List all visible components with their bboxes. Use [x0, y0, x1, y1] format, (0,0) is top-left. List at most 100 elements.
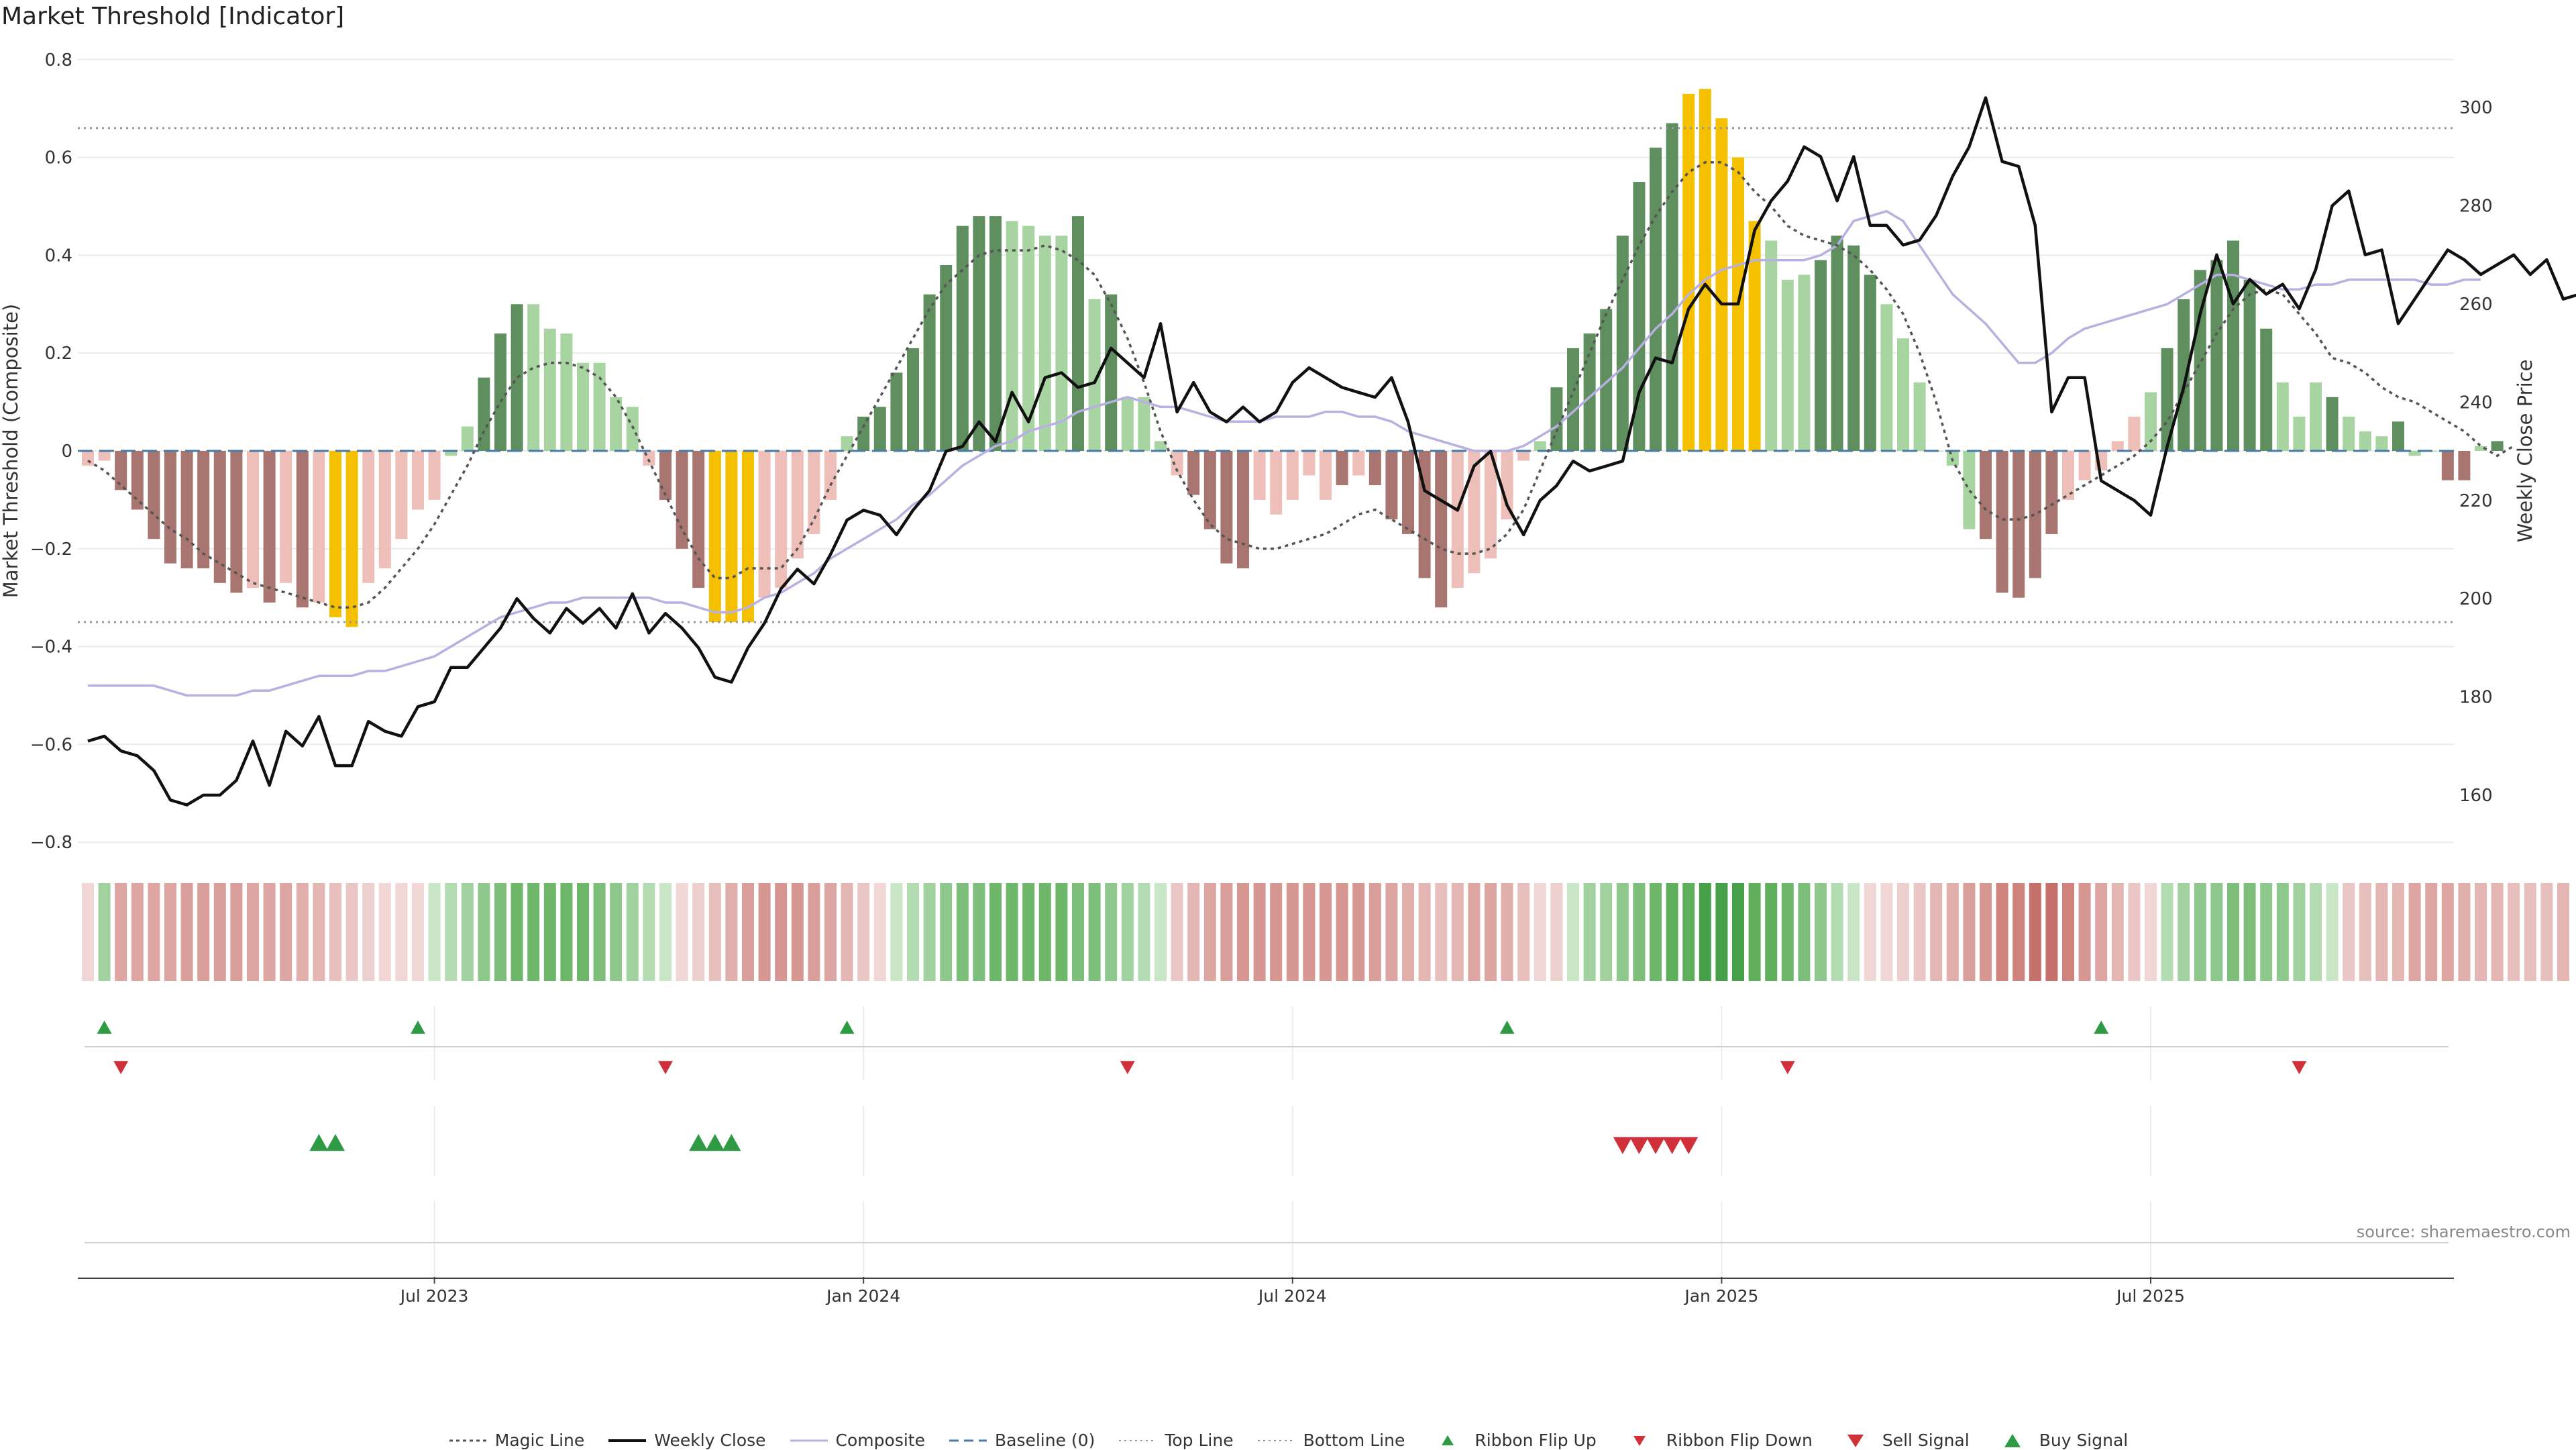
sell-signal-marker [1662, 1137, 1682, 1154]
ribbon-cell [2441, 883, 2454, 981]
ribbon-cell [2012, 883, 2025, 981]
ribbon-cell [626, 883, 639, 981]
ribbon-cell [395, 883, 408, 981]
ribbon-cell [527, 883, 540, 981]
composite-bar [1847, 245, 1860, 451]
composite-bar [791, 451, 804, 559]
sell-signal-marker [1613, 1137, 1632, 1154]
ribbon-cell [1616, 883, 1629, 981]
composite-bar [1550, 387, 1563, 451]
ribbon-cell [1385, 883, 1398, 981]
composite-bar [1171, 451, 1183, 476]
ribbon-cell [378, 883, 391, 981]
composite-bar [2293, 416, 2306, 451]
legend-label: Magic Line [494, 1431, 585, 1450]
ribbon-cell [1105, 883, 1118, 981]
y-left-tick-label: −0.4 [30, 637, 72, 658]
ribbon-cell [329, 883, 341, 981]
ribbon-cell [1022, 883, 1035, 981]
composite-bar [478, 377, 490, 451]
y-right-tick-label: 180 [2459, 688, 2493, 708]
ribbon-cell [1038, 883, 1051, 981]
ribbon-cell [1781, 883, 1794, 981]
composite-bar [1864, 274, 1876, 451]
ribbon-cell [2227, 883, 2239, 981]
ribbon-cell [1155, 883, 1167, 981]
ribbon-cell [461, 883, 474, 981]
legend-swatch-icon [1442, 1435, 1454, 1445]
signal-panels [85, 1021, 2449, 1243]
legend-item: Magic Line [448, 1431, 585, 1450]
ribbon-cell [230, 883, 243, 981]
ribbon-cell [1402, 883, 1414, 981]
weekly-close-line [87, 96, 2576, 807]
composite-bar [2260, 328, 2273, 451]
composite-bar [1352, 451, 1365, 476]
composite-bar [1105, 294, 1118, 451]
ribbon-cell [2078, 883, 2091, 981]
ribbon-cell [2145, 883, 2157, 981]
ribbon-cell [1913, 883, 1926, 981]
ribbon-cell [940, 883, 953, 981]
composite-bar [956, 225, 969, 451]
composite-bar [82, 451, 94, 466]
ribbon-cell [1336, 883, 1348, 981]
composite-bar [560, 333, 573, 451]
composite-bar [1781, 279, 1794, 451]
legend-swatch-icon [949, 1439, 987, 1441]
composite-bar [1022, 225, 1035, 451]
composite-bar [758, 451, 771, 598]
composite-bar [1600, 309, 1613, 451]
ribbon-strip [82, 883, 2569, 981]
composite-bar [841, 436, 853, 451]
composite-bar [1880, 304, 1893, 451]
legend-swatch-icon [1847, 1434, 1864, 1447]
ribbon-cell [2293, 883, 2306, 981]
composite-bar [1517, 451, 1530, 461]
composite-bar [2458, 451, 2471, 480]
y-right-tick-label: 200 [2459, 589, 2493, 609]
y-right-tick-label: 280 [2459, 197, 2493, 217]
ribbon-cell [1451, 883, 1464, 981]
ribbon-flip-down-marker [1120, 1061, 1135, 1074]
ribbon-cell [213, 883, 226, 981]
composite-bar [2243, 279, 2256, 451]
ribbon-cell [2524, 883, 2536, 981]
legend-label: Top Line [1165, 1431, 1234, 1450]
composite-bar [445, 451, 458, 456]
ribbon-cell [2557, 883, 2569, 981]
ribbon-cell [1006, 883, 1018, 981]
legend-label: Ribbon Flip Up [1474, 1431, 1597, 1450]
composite-bar [1072, 216, 1084, 451]
buy-signal-marker [705, 1134, 724, 1151]
composite-bar [1038, 236, 1051, 451]
ribbon-cell [1237, 883, 1249, 981]
grid-layer [78, 58, 2454, 1278]
composite-bar [131, 451, 144, 510]
ribbon-cell [659, 883, 672, 981]
legend-swatch-icon [1257, 1439, 1295, 1441]
composite-bar [1121, 397, 1134, 451]
ribbon-cell [808, 883, 820, 981]
composite-bar [2145, 392, 2157, 451]
composite-bar [2475, 446, 2487, 451]
composite-bar [1088, 299, 1101, 451]
composite-bar [1220, 451, 1233, 564]
ribbon-cell [2343, 883, 2355, 981]
ribbon-cell [1138, 883, 1150, 981]
composite-bar [593, 362, 606, 451]
axes: 0.8 0.6 0.4 0.2 0 −0.2 −0.4 −0.6 −0.8 300 280 260 24… [0, 50, 2536, 1306]
ribbon-flip-down-marker [113, 1061, 129, 1074]
ribbon-flip-down-marker [658, 1061, 673, 1074]
ribbon-cell [2491, 883, 2504, 981]
ribbon-cell [148, 883, 160, 981]
ribbon-cell [857, 883, 870, 981]
ribbon-cell [1897, 883, 1909, 981]
ribbon-cell [1880, 883, 1893, 981]
legend-label: Composite [835, 1431, 925, 1450]
ribbon-cell [197, 883, 210, 981]
legend-item: Ribbon Flip Down [1619, 1431, 1813, 1450]
composite-bar [1320, 451, 1332, 500]
composite-bar [1567, 348, 1579, 451]
composite-bar [1534, 441, 1546, 451]
